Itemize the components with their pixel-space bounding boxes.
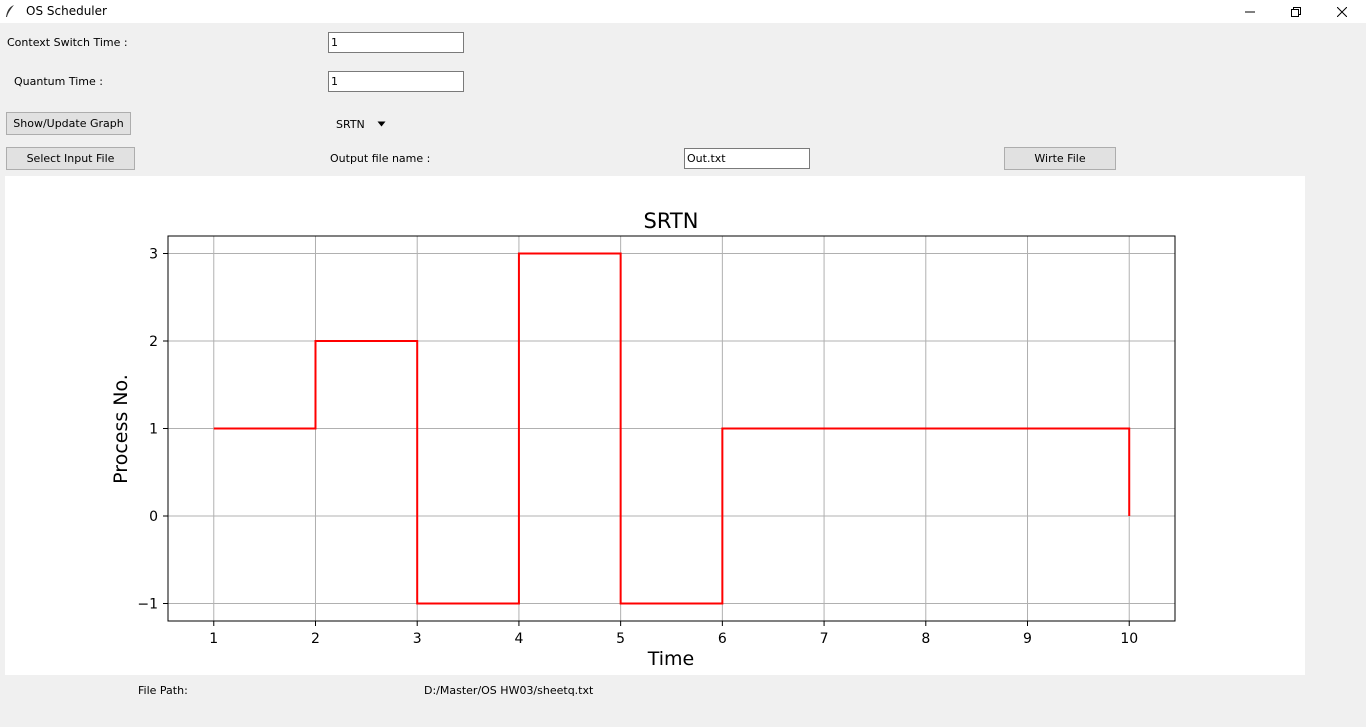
x-tick-label: 6 bbox=[718, 631, 727, 647]
x-tick-label: 1 bbox=[209, 631, 218, 647]
x-tick-label: 7 bbox=[820, 631, 829, 647]
x-tick-label: 8 bbox=[921, 631, 930, 647]
x-tick-label: 10 bbox=[1120, 631, 1138, 647]
chevron-down-icon bbox=[377, 121, 386, 127]
y-tick-label: 3 bbox=[149, 247, 158, 263]
algorithm-dropdown[interactable]: SRTN bbox=[330, 113, 386, 135]
minimize-icon bbox=[1245, 11, 1255, 12]
series-line bbox=[213, 252, 1131, 605]
x-tick-label: 3 bbox=[413, 631, 422, 647]
graph-panel: SRTN Time Process No. 1 2 3 4 5 6 7 8 9 10 −1 0 1 2 3 bbox=[5, 176, 1305, 675]
context-switch-label: Context Switch Time : bbox=[7, 36, 128, 49]
show-update-graph-button[interactable]: Show/Update Graph bbox=[6, 112, 131, 135]
file-path-label: File Path: bbox=[138, 684, 188, 697]
algorithm-selected: SRTN bbox=[336, 117, 365, 131]
x-tick-label: 5 bbox=[616, 631, 625, 647]
restore-icon bbox=[1291, 6, 1301, 17]
x-tick-label: 4 bbox=[514, 631, 523, 647]
restore-button[interactable] bbox=[1273, 0, 1319, 23]
file-path-value: D:/Master/OS HW03/sheetq.txt bbox=[424, 684, 594, 697]
output-file-name-label: Output file name : bbox=[330, 152, 431, 165]
feather-icon bbox=[4, 4, 16, 18]
y-tick-label: 1 bbox=[149, 422, 158, 438]
close-icon bbox=[1337, 6, 1347, 17]
y-tick-label: −1 bbox=[137, 597, 158, 613]
x-tick-label: 9 bbox=[1023, 631, 1032, 647]
y-tick-label: 0 bbox=[149, 509, 158, 525]
window-title: OS Scheduler bbox=[26, 4, 107, 18]
minimize-button[interactable] bbox=[1227, 0, 1273, 23]
write-file-button[interactable]: Wirte File bbox=[1004, 147, 1116, 170]
output-file-name-input[interactable] bbox=[684, 148, 810, 169]
quantum-input[interactable] bbox=[328, 71, 464, 92]
y-tick-label: 2 bbox=[149, 334, 158, 350]
y-axis-label: Process No. bbox=[110, 374, 132, 484]
quantum-label: Quantum Time : bbox=[14, 75, 103, 88]
context-switch-input[interactable] bbox=[328, 32, 464, 53]
select-input-file-button[interactable]: Select Input File bbox=[6, 147, 135, 170]
title-bar: OS Scheduler bbox=[0, 0, 1366, 23]
schedule-chart: SRTN Time Process No. 1 2 3 4 5 6 7 8 9 10 −1 0 1 2 3 bbox=[110, 209, 1176, 670]
x-axis-label: Time bbox=[647, 648, 695, 670]
chart-title: SRTN bbox=[644, 209, 699, 233]
close-button[interactable] bbox=[1319, 0, 1365, 23]
x-tick-label: 2 bbox=[311, 631, 320, 647]
